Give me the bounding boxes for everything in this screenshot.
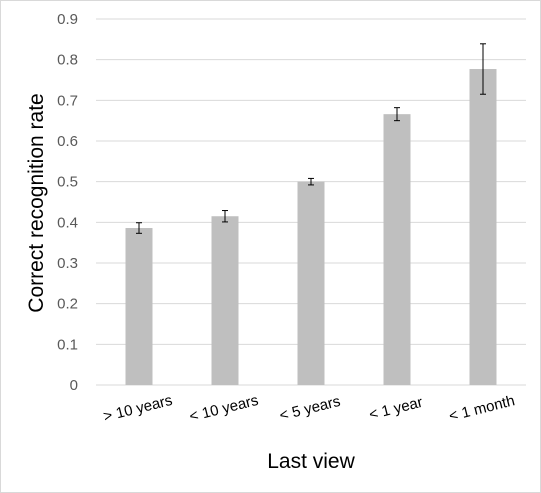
y-tick-label: 0.3 bbox=[57, 255, 78, 272]
error-bar bbox=[394, 107, 400, 122]
y-tick-label: 0.9 bbox=[57, 11, 78, 28]
x-tick-label: < 10 years bbox=[188, 392, 260, 426]
y-tick-label: 0.1 bbox=[57, 336, 78, 353]
y-tick-label: 0.5 bbox=[57, 174, 78, 191]
y-tick-label: 0.4 bbox=[57, 214, 78, 231]
y-tick-label: 0.2 bbox=[57, 296, 78, 313]
y-tick-label: 0.7 bbox=[57, 92, 78, 109]
y-tick-label: 0.6 bbox=[57, 133, 78, 150]
x-axis-title: Last view bbox=[267, 450, 355, 473]
bar bbox=[211, 216, 239, 385]
error-bar bbox=[136, 222, 142, 234]
bar bbox=[383, 114, 411, 385]
error-bar bbox=[480, 43, 486, 95]
x-tick-label: < 1 month bbox=[447, 392, 516, 425]
y-axis-title: Correct recognition rate bbox=[25, 93, 48, 312]
bar bbox=[297, 181, 325, 385]
y-tick-label: 0.8 bbox=[57, 52, 78, 69]
y-tick-labels: 0 0.1 0.2 0.3 0.4 0.5 0.6 0.7 0.8 0.9 bbox=[57, 11, 78, 394]
x-tick-label: > 10 years bbox=[102, 392, 174, 426]
bar bbox=[125, 228, 153, 385]
error-bar bbox=[222, 210, 228, 223]
bar bbox=[469, 69, 497, 386]
x-tick-label: < 5 years bbox=[278, 393, 342, 425]
x-tick-label: < 1 year bbox=[367, 394, 424, 424]
error-bars bbox=[136, 43, 486, 234]
bars bbox=[125, 69, 497, 386]
x-tick-labels: > 10 years < 10 years < 5 years < 1 year < 1… bbox=[102, 392, 517, 426]
error-bar bbox=[308, 177, 314, 186]
y-tick-label: 0 bbox=[70, 377, 78, 394]
